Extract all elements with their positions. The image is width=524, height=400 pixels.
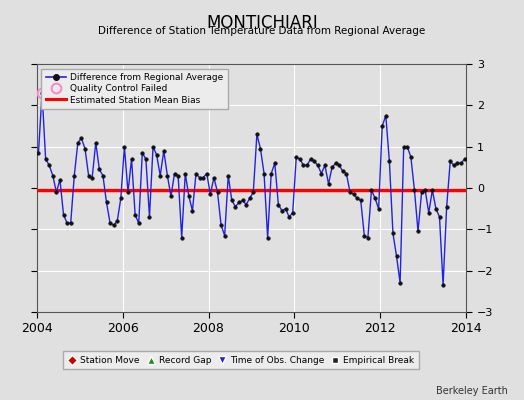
Legend: Station Move, Record Gap, Time of Obs. Change, Empirical Break: Station Move, Record Gap, Time of Obs. C… — [63, 352, 419, 370]
Text: Difference of Station Temperature Data from Regional Average: Difference of Station Temperature Data f… — [99, 26, 425, 36]
Legend: Difference from Regional Average, Quality Control Failed, Estimated Station Mean: Difference from Regional Average, Qualit… — [41, 68, 228, 109]
Text: MONTICHIARI: MONTICHIARI — [206, 14, 318, 32]
Text: Berkeley Earth: Berkeley Earth — [436, 386, 508, 396]
